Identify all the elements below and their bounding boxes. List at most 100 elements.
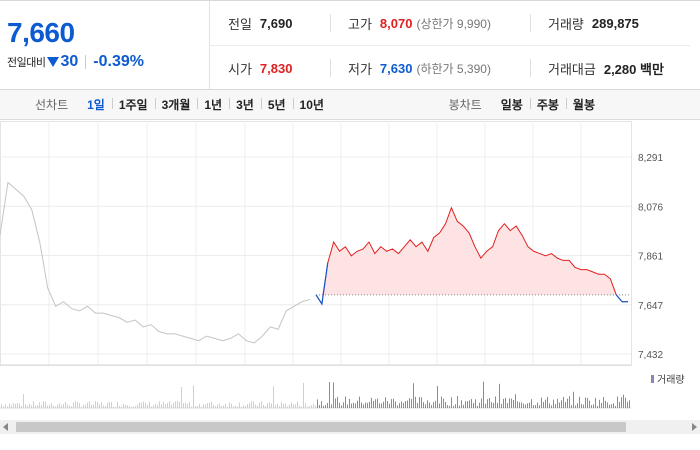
volume-bar [227, 406, 228, 408]
volume-bar [305, 403, 306, 408]
volume-bar [345, 396, 346, 408]
volume-bar [295, 404, 296, 408]
volume-bar [585, 397, 586, 408]
period-10y[interactable]: 10년 [292, 96, 331, 113]
volume-bar [547, 396, 548, 408]
volume-bar [199, 403, 200, 408]
volume-bar [219, 403, 220, 408]
volume-bar [81, 406, 82, 408]
candle-monthly[interactable]: 월봉 [565, 96, 602, 113]
period-1w[interactable]: 1주일 [111, 96, 155, 113]
volume-bar [501, 403, 502, 408]
scroll-thumb[interactable] [16, 422, 626, 432]
period-3y[interactable]: 3년 [229, 96, 261, 113]
volume-bar [415, 396, 416, 408]
volume-bar [279, 406, 280, 408]
volume-bar [35, 405, 36, 408]
low-value: 7,630 [379, 60, 413, 76]
volume-bar [383, 401, 384, 408]
volume-bar [157, 404, 158, 408]
volume-bar [541, 397, 542, 408]
volume-bar [127, 405, 128, 408]
volume-bar [497, 402, 498, 408]
candle-weekly[interactable]: 주봉 [529, 96, 566, 113]
volume-bar [9, 403, 10, 408]
volume-bar [361, 402, 362, 408]
low-label: 저가 [348, 61, 372, 77]
volume-bar [545, 399, 546, 408]
volume-bar [583, 404, 584, 408]
volume-bar [515, 394, 516, 408]
volume-bar [431, 405, 432, 408]
volume-bar [481, 398, 482, 408]
volume-bar [441, 396, 442, 408]
volume-bar [283, 403, 284, 408]
volume-bar [559, 402, 560, 408]
volume-bar [339, 402, 340, 408]
volume-bar [425, 404, 426, 408]
volume-bar [397, 405, 398, 408]
today-series-line [315, 206, 628, 306]
high-value: 8,070 [379, 15, 413, 31]
volume-bar [373, 400, 374, 408]
volume-bar [177, 401, 178, 408]
period-1d[interactable]: 1일 [87, 98, 105, 112]
volume-bar [149, 401, 150, 408]
volume-bar [537, 402, 538, 408]
volume-bar [407, 400, 408, 408]
chart-scrollbar[interactable] [0, 420, 700, 434]
volume-bar [309, 406, 310, 408]
candle-daily[interactable]: 일봉 [500, 98, 523, 112]
prev-close-value: 7,690 [259, 15, 293, 31]
down-triangle-icon [47, 57, 60, 67]
volume-bar [105, 406, 106, 408]
volume-bar [117, 402, 118, 408]
volume-bar [489, 398, 490, 408]
volume-bar [253, 401, 254, 408]
volume-bar [161, 404, 162, 408]
volume-bar [3, 406, 4, 408]
volume-bar [619, 401, 620, 408]
volume-bar [349, 398, 350, 408]
volume-bar [469, 400, 470, 408]
volume-bar [367, 402, 368, 408]
volume-bar [533, 405, 534, 408]
volume-bar [79, 403, 80, 408]
scroll-right-icon[interactable] [692, 423, 697, 431]
period-1y[interactable]: 1년 [197, 96, 229, 113]
volume-bar [277, 403, 278, 408]
volume-bar [11, 405, 12, 408]
period-bar: 선차트 1일 1주일 3개월 1년 3년 5년 10년 봉차트 일봉 주봉 월봉 [0, 90, 700, 120]
volume-bar [57, 404, 58, 408]
period-3m[interactable]: 3개월 [154, 96, 198, 113]
volume-bar [239, 402, 240, 408]
volume-bar [281, 402, 282, 408]
intraday-chart[interactable]: 8,291 8,076 7,861 7,647 7,432 거래량 [0, 121, 700, 420]
volume-bar [209, 402, 210, 408]
volume-bar [509, 398, 510, 408]
volume-bar [193, 385, 194, 408]
volume-bar [429, 402, 430, 408]
volume-bar [399, 403, 400, 408]
volume-bar [215, 405, 216, 408]
scroll-left-icon[interactable] [3, 423, 8, 431]
period-5y[interactable]: 5년 [260, 96, 293, 113]
volume-bar [189, 401, 190, 408]
volume-bar [427, 400, 428, 408]
volume-bar [453, 405, 454, 408]
volume-bar [413, 383, 414, 408]
quote-details: 전일 7,690 고가 8,070 (상한가 9,990) 거래량 289,87… [210, 1, 700, 89]
volume-bar [601, 402, 602, 408]
today-up-area [316, 207, 628, 295]
volume-bar [53, 405, 54, 408]
volume-bar [113, 406, 114, 408]
volume-bar [597, 405, 598, 408]
volume-bar [589, 400, 590, 408]
volume-bar [563, 396, 564, 408]
volume-bar [477, 405, 478, 408]
volume-bar [153, 405, 154, 408]
volume-bar [249, 403, 250, 408]
volume-bar [73, 402, 74, 408]
volume-bar [91, 404, 92, 408]
